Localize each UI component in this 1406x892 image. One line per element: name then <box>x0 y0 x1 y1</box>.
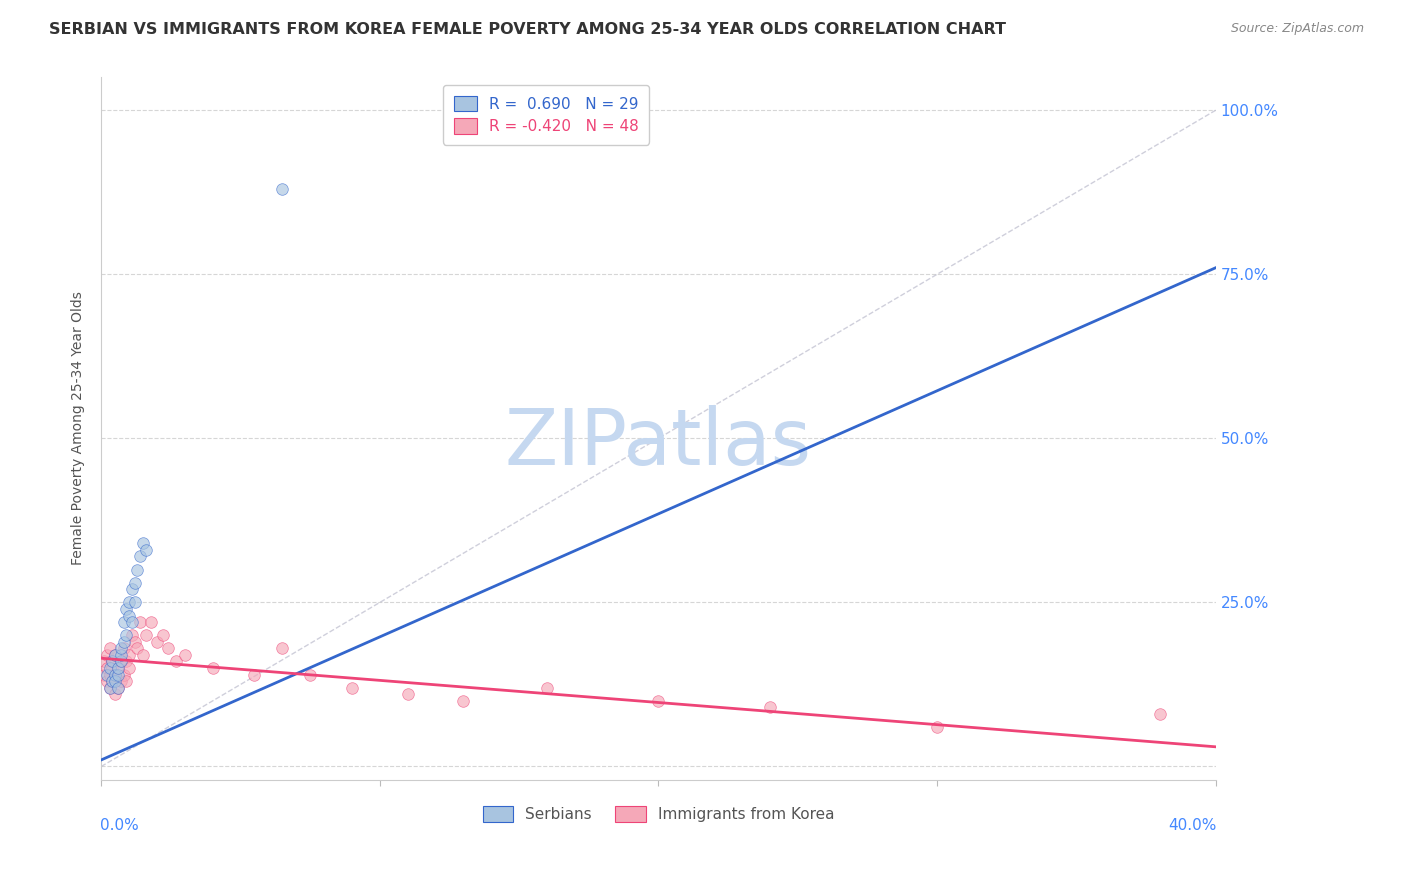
Point <box>101 674 124 689</box>
Point <box>340 681 363 695</box>
Point <box>98 681 121 695</box>
Point <box>104 648 127 662</box>
Point <box>101 655 124 669</box>
Point <box>96 674 118 689</box>
Point <box>127 641 149 656</box>
Point <box>271 641 294 656</box>
Point <box>104 674 127 689</box>
Point <box>124 595 146 609</box>
Point <box>271 182 294 196</box>
Point <box>1149 706 1171 721</box>
Point <box>135 628 157 642</box>
Point <box>121 615 143 629</box>
Point <box>759 700 782 714</box>
Point <box>173 648 195 662</box>
Point <box>536 681 558 695</box>
Legend: Serbians, Immigrants from Korea: Serbians, Immigrants from Korea <box>477 800 841 828</box>
Point <box>98 661 121 675</box>
Point <box>98 641 121 656</box>
Point <box>925 720 948 734</box>
Point <box>98 667 121 681</box>
Point <box>118 608 141 623</box>
Point <box>243 667 266 681</box>
Point <box>112 641 135 656</box>
Point <box>115 602 138 616</box>
Point <box>110 648 132 662</box>
Point <box>104 667 127 681</box>
Point <box>110 641 132 656</box>
Point <box>107 661 129 675</box>
Point <box>104 687 127 701</box>
Text: 0.0%: 0.0% <box>100 818 139 833</box>
Text: 40.0%: 40.0% <box>1168 818 1216 833</box>
Point <box>110 655 132 669</box>
Point <box>135 543 157 558</box>
Point <box>118 648 141 662</box>
Point <box>127 563 149 577</box>
Point <box>112 615 135 629</box>
Text: ZIPatlas: ZIPatlas <box>505 405 811 481</box>
Point <box>110 674 132 689</box>
Point <box>101 655 124 669</box>
Point <box>124 575 146 590</box>
Point <box>201 661 224 675</box>
Point <box>101 674 124 689</box>
Point <box>115 628 138 642</box>
Point <box>107 681 129 695</box>
Point <box>165 655 187 669</box>
Point <box>124 635 146 649</box>
Point <box>129 549 152 564</box>
Point <box>157 641 180 656</box>
Point <box>107 667 129 681</box>
Point <box>93 667 115 681</box>
Point <box>107 681 129 695</box>
Point <box>121 628 143 642</box>
Point <box>118 661 141 675</box>
Point <box>96 661 118 675</box>
Point <box>453 694 475 708</box>
Point <box>121 582 143 597</box>
Point <box>141 615 163 629</box>
Point <box>104 667 127 681</box>
Point <box>115 674 138 689</box>
Point <box>115 655 138 669</box>
Point <box>96 667 118 681</box>
Point <box>152 628 174 642</box>
Point <box>118 595 141 609</box>
Text: Source: ZipAtlas.com: Source: ZipAtlas.com <box>1230 22 1364 36</box>
Point <box>107 661 129 675</box>
Point <box>93 655 115 669</box>
Point <box>647 694 669 708</box>
Y-axis label: Female Poverty Among 25-34 Year Olds: Female Poverty Among 25-34 Year Olds <box>72 292 86 566</box>
Point <box>129 615 152 629</box>
Point <box>98 681 121 695</box>
Point <box>132 536 155 550</box>
Point <box>96 648 118 662</box>
Point <box>299 667 322 681</box>
Point <box>146 635 169 649</box>
Point <box>104 648 127 662</box>
Point <box>132 648 155 662</box>
Point <box>101 661 124 675</box>
Point <box>110 655 132 669</box>
Point <box>112 635 135 649</box>
Point <box>396 687 419 701</box>
Text: SERBIAN VS IMMIGRANTS FROM KOREA FEMALE POVERTY AMONG 25-34 YEAR OLDS CORRELATIO: SERBIAN VS IMMIGRANTS FROM KOREA FEMALE … <box>49 22 1007 37</box>
Point <box>112 667 135 681</box>
